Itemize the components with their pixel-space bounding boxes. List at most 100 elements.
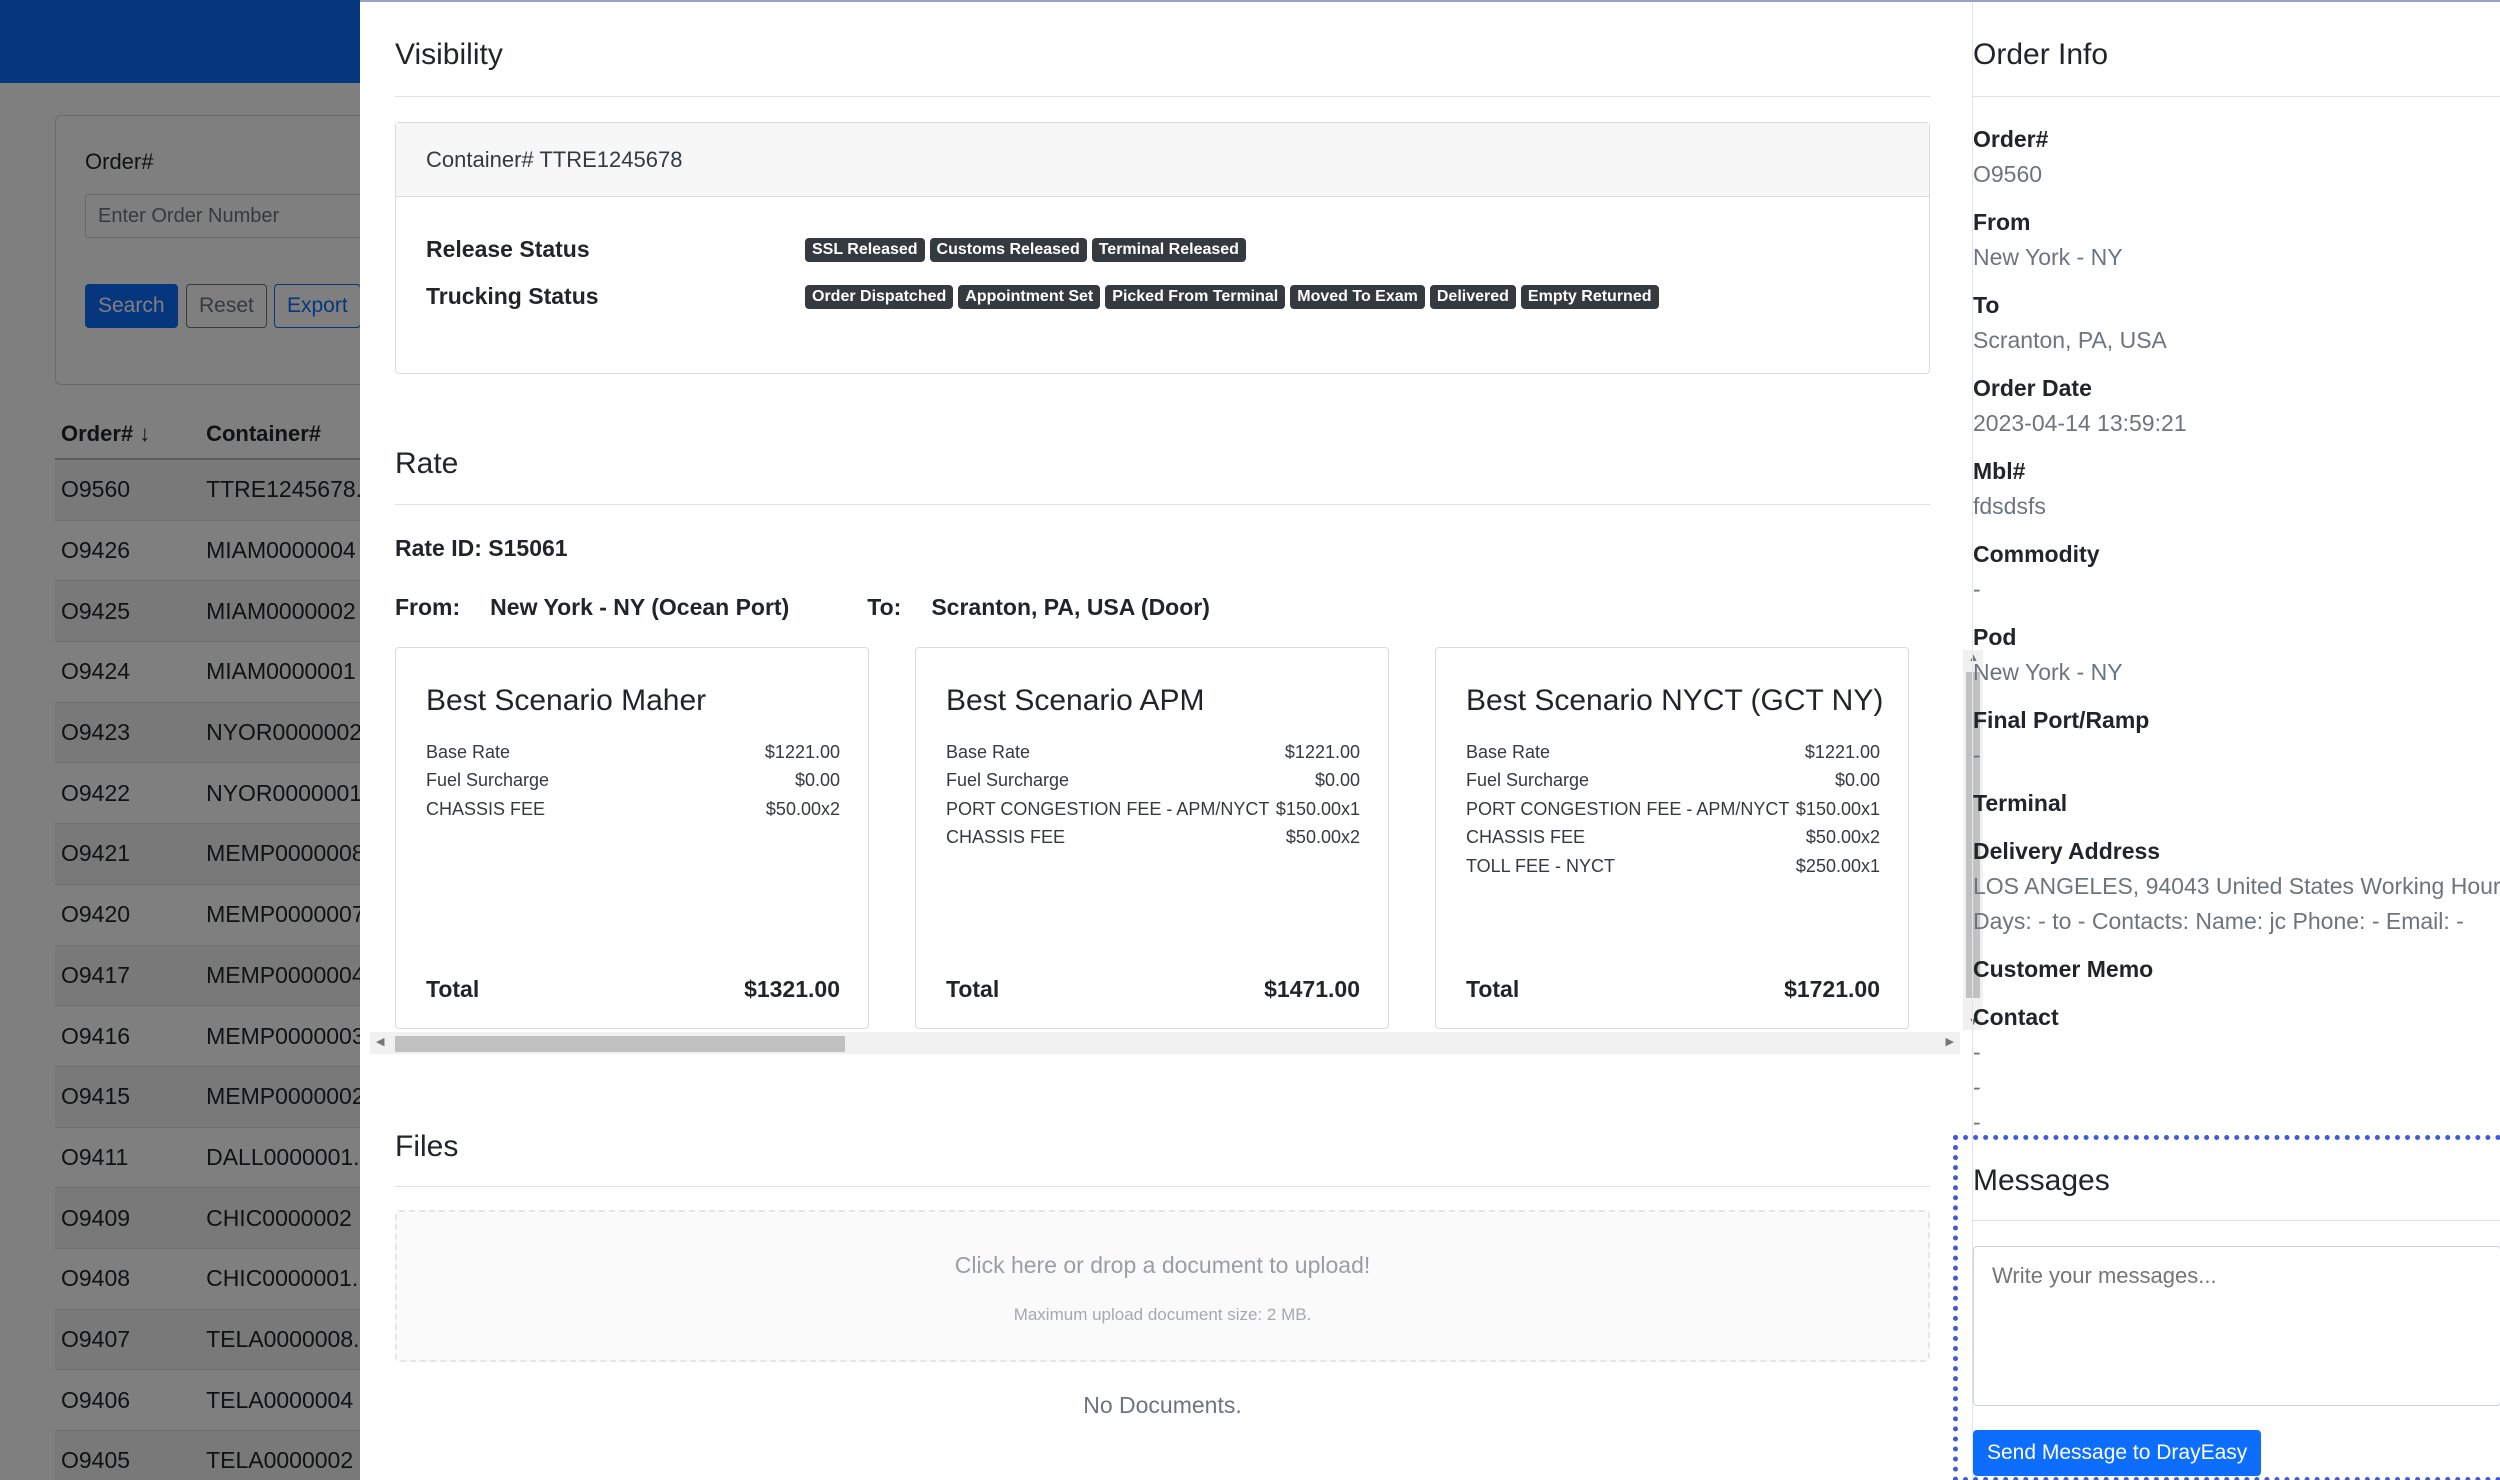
order-detail-modal: Visibility Container# TTRE1245678 Releas… [360,0,2500,1480]
scroll-up-arrow-icon[interactable]: ▲ [1968,652,1979,664]
file-dropzone[interactable]: Click here or drop a document to upload!… [395,1210,1930,1362]
fee-amount: $1221.00 [1284,741,1360,762]
files-title: Files [395,1130,459,1163]
order-info-label: Final Port/Ramp [1973,707,2150,733]
order-info-value: - [1973,1039,1981,1065]
rate-card: Best Scenario Maher Base Rate $1221.00 Fuel… [395,647,869,1029]
fee-line: Fuel Surcharge $0.00 [946,767,1360,796]
fee-name: Base Rate [1466,741,1551,762]
total-label: Total [1466,976,1520,1002]
modal-backdrop[interactable] [0,0,360,1480]
divider [395,1186,1930,1187]
rate-card: Best Scenario APM Base Rate $1221.00 Fuel S… [915,647,1389,1029]
release-status-badge: Terminal Released [1091,237,1246,262]
fee-amount: $50.00x2 [765,798,840,819]
fee-name: Fuel Surcharge [946,770,1070,791]
from-label: From: [395,594,461,620]
trucking-status-badge: Appointment Set [958,284,1101,309]
order-info-value: fdsdsfs [1973,493,2046,519]
visibility-title: Visibility [395,38,503,71]
container-number: Container# TTRE1245678 [396,123,1929,197]
scroll-left-arrow-icon[interactable]: ◀ [376,1036,385,1048]
total-amount: $1721.00 [1784,976,1880,1002]
visibility-card: Container# TTRE1245678 Release Status SS… [395,122,1930,374]
to-label: To: [867,594,902,620]
order-info-label: Mbl# [1973,458,2026,484]
rate-card-title: Best Scenario Maher [426,684,707,717]
release-status-row: Release Status SSL Released Customs Relea… [426,236,1246,263]
fee-amount: $150.00x1 [1275,798,1360,819]
fee-line: Base Rate $1221.00 [946,738,1360,767]
order-info-label: Order Date [1973,375,2092,401]
divider [395,504,1930,505]
fee-name: Fuel Surcharge [1466,770,1590,791]
horizontal-scrollbar[interactable]: ◀ ▶ [370,1032,1960,1054]
trucking-status-badge: Delivered [1429,284,1516,309]
fee-line: Base Rate $1221.00 [1466,738,1880,767]
order-info-label: Pod [1973,624,2017,650]
vertical-scroll-thumb[interactable] [1966,672,1980,998]
rate-card-title: Best Scenario NYCT (GCT NY) [1466,684,1884,717]
fee-line: CHASSIS FEE $50.00x2 [1466,824,1880,853]
order-info-label: From [1973,209,2031,235]
fee-list: Base Rate $1221.00 Fuel Surcharge $0.00 PORT… [946,738,1360,852]
fee-amount: $0.00 [1834,770,1880,791]
horizontal-scroll-thumb[interactable] [395,1036,845,1052]
release-status-badge: Customs Released [929,237,1087,262]
rate-card-title: Best Scenario APM [946,684,1205,717]
fee-amount: $1221.00 [764,741,840,762]
fee-name: CHASSIS FEE [946,827,1066,848]
order-info-label: Terminal [1973,790,2068,816]
order-info-label: Order# [1973,126,2049,152]
order-info-list: Order# O9560 From New York - NY To Scranton, … [1973,122,2500,1153]
rate-title: Rate [395,447,459,480]
to-value: Scranton, PA, USA (Door) [931,594,1210,620]
fee-amount: $1221.00 [1804,741,1880,762]
rate-total-row: Total $1721.00 [1466,976,1880,1003]
message-input[interactable] [1973,1246,2500,1406]
trucking-status-row: Trucking Status Order Dispatched Appointm… [426,283,1659,310]
total-label: Total [426,976,480,1002]
fee-name: PORT CONGESTION FEE - APM/NYCT [946,798,1270,819]
order-info-value: 2023-04-14 13:59:21 [1973,410,2187,436]
fee-line: Base Rate $1221.00 [426,738,840,767]
total-amount: $1471.00 [1264,976,1360,1002]
rate-cards-scroll-area[interactable]: Best Scenario Maher Base Rate $1221.00 Fuel… [395,642,1975,1057]
release-badges: SSL Released Customs Released Terminal Rel… [805,237,1246,262]
fee-name: TOLL FEE - NYCT [1466,855,1616,876]
send-message-button[interactable]: Send Message to DrayEasy [1973,1430,2262,1476]
order-info-label: To [1973,292,2000,318]
fee-amount: $50.00x2 [1285,827,1360,848]
order-info-value: - [1973,576,1981,602]
fee-line: CHASSIS FEE $50.00x2 [946,824,1360,853]
trucking-status-label: Trucking Status [426,283,599,309]
fee-amount: $0.00 [1314,770,1360,791]
scroll-right-arrow-icon[interactable]: ▶ [1945,1036,1954,1048]
rate-card: Best Scenario NYCT (GCT NY) Base Rate $122… [1435,647,1909,1029]
order-info-value: O9560 [1973,161,2043,187]
fee-amount: $50.00x2 [1805,827,1880,848]
divider [1973,96,2500,97]
vertical-scrollbar[interactable]: ▲ ▼ [1963,650,1983,1030]
fee-amount: $0.00 [794,770,840,791]
fee-amount: $250.00x1 [1795,855,1880,876]
fee-name: Fuel Surcharge [426,770,550,791]
scroll-down-arrow-icon[interactable]: ▼ [1968,1016,1979,1028]
order-info-value: - [1973,1074,1981,1100]
trucking-status-badge: Order Dispatched [805,284,954,309]
messages-focus-outline [1953,1135,2500,1480]
fee-name: CHASSIS FEE [426,798,546,819]
messages-title: Messages [1973,1164,2110,1197]
fee-amount: $150.00x1 [1795,798,1880,819]
modal-side-column: Order Info Order# O9560 From New York - NY T… [1953,2,2500,1480]
rate-route: From: New York - NY (Ocean Port) To: Scr… [395,594,1288,621]
release-status-badge: SSL Released [805,237,925,262]
divider [395,96,1930,97]
total-amount: $1321.00 [744,976,840,1002]
fee-name: CHASSIS FEE [1466,827,1586,848]
from-value: New York - NY (Ocean Port) [490,594,790,620]
order-info-label: Delivery Address [1973,838,2161,864]
dropzone-text: Click here or drop a document to upload! [954,1252,1371,1278]
fee-line: PORT CONGESTION FEE - APM/NYCT $150.00x1 [946,795,1360,824]
fee-list: Base Rate $1221.00 Fuel Surcharge $0.00 PORT… [1466,738,1880,881]
